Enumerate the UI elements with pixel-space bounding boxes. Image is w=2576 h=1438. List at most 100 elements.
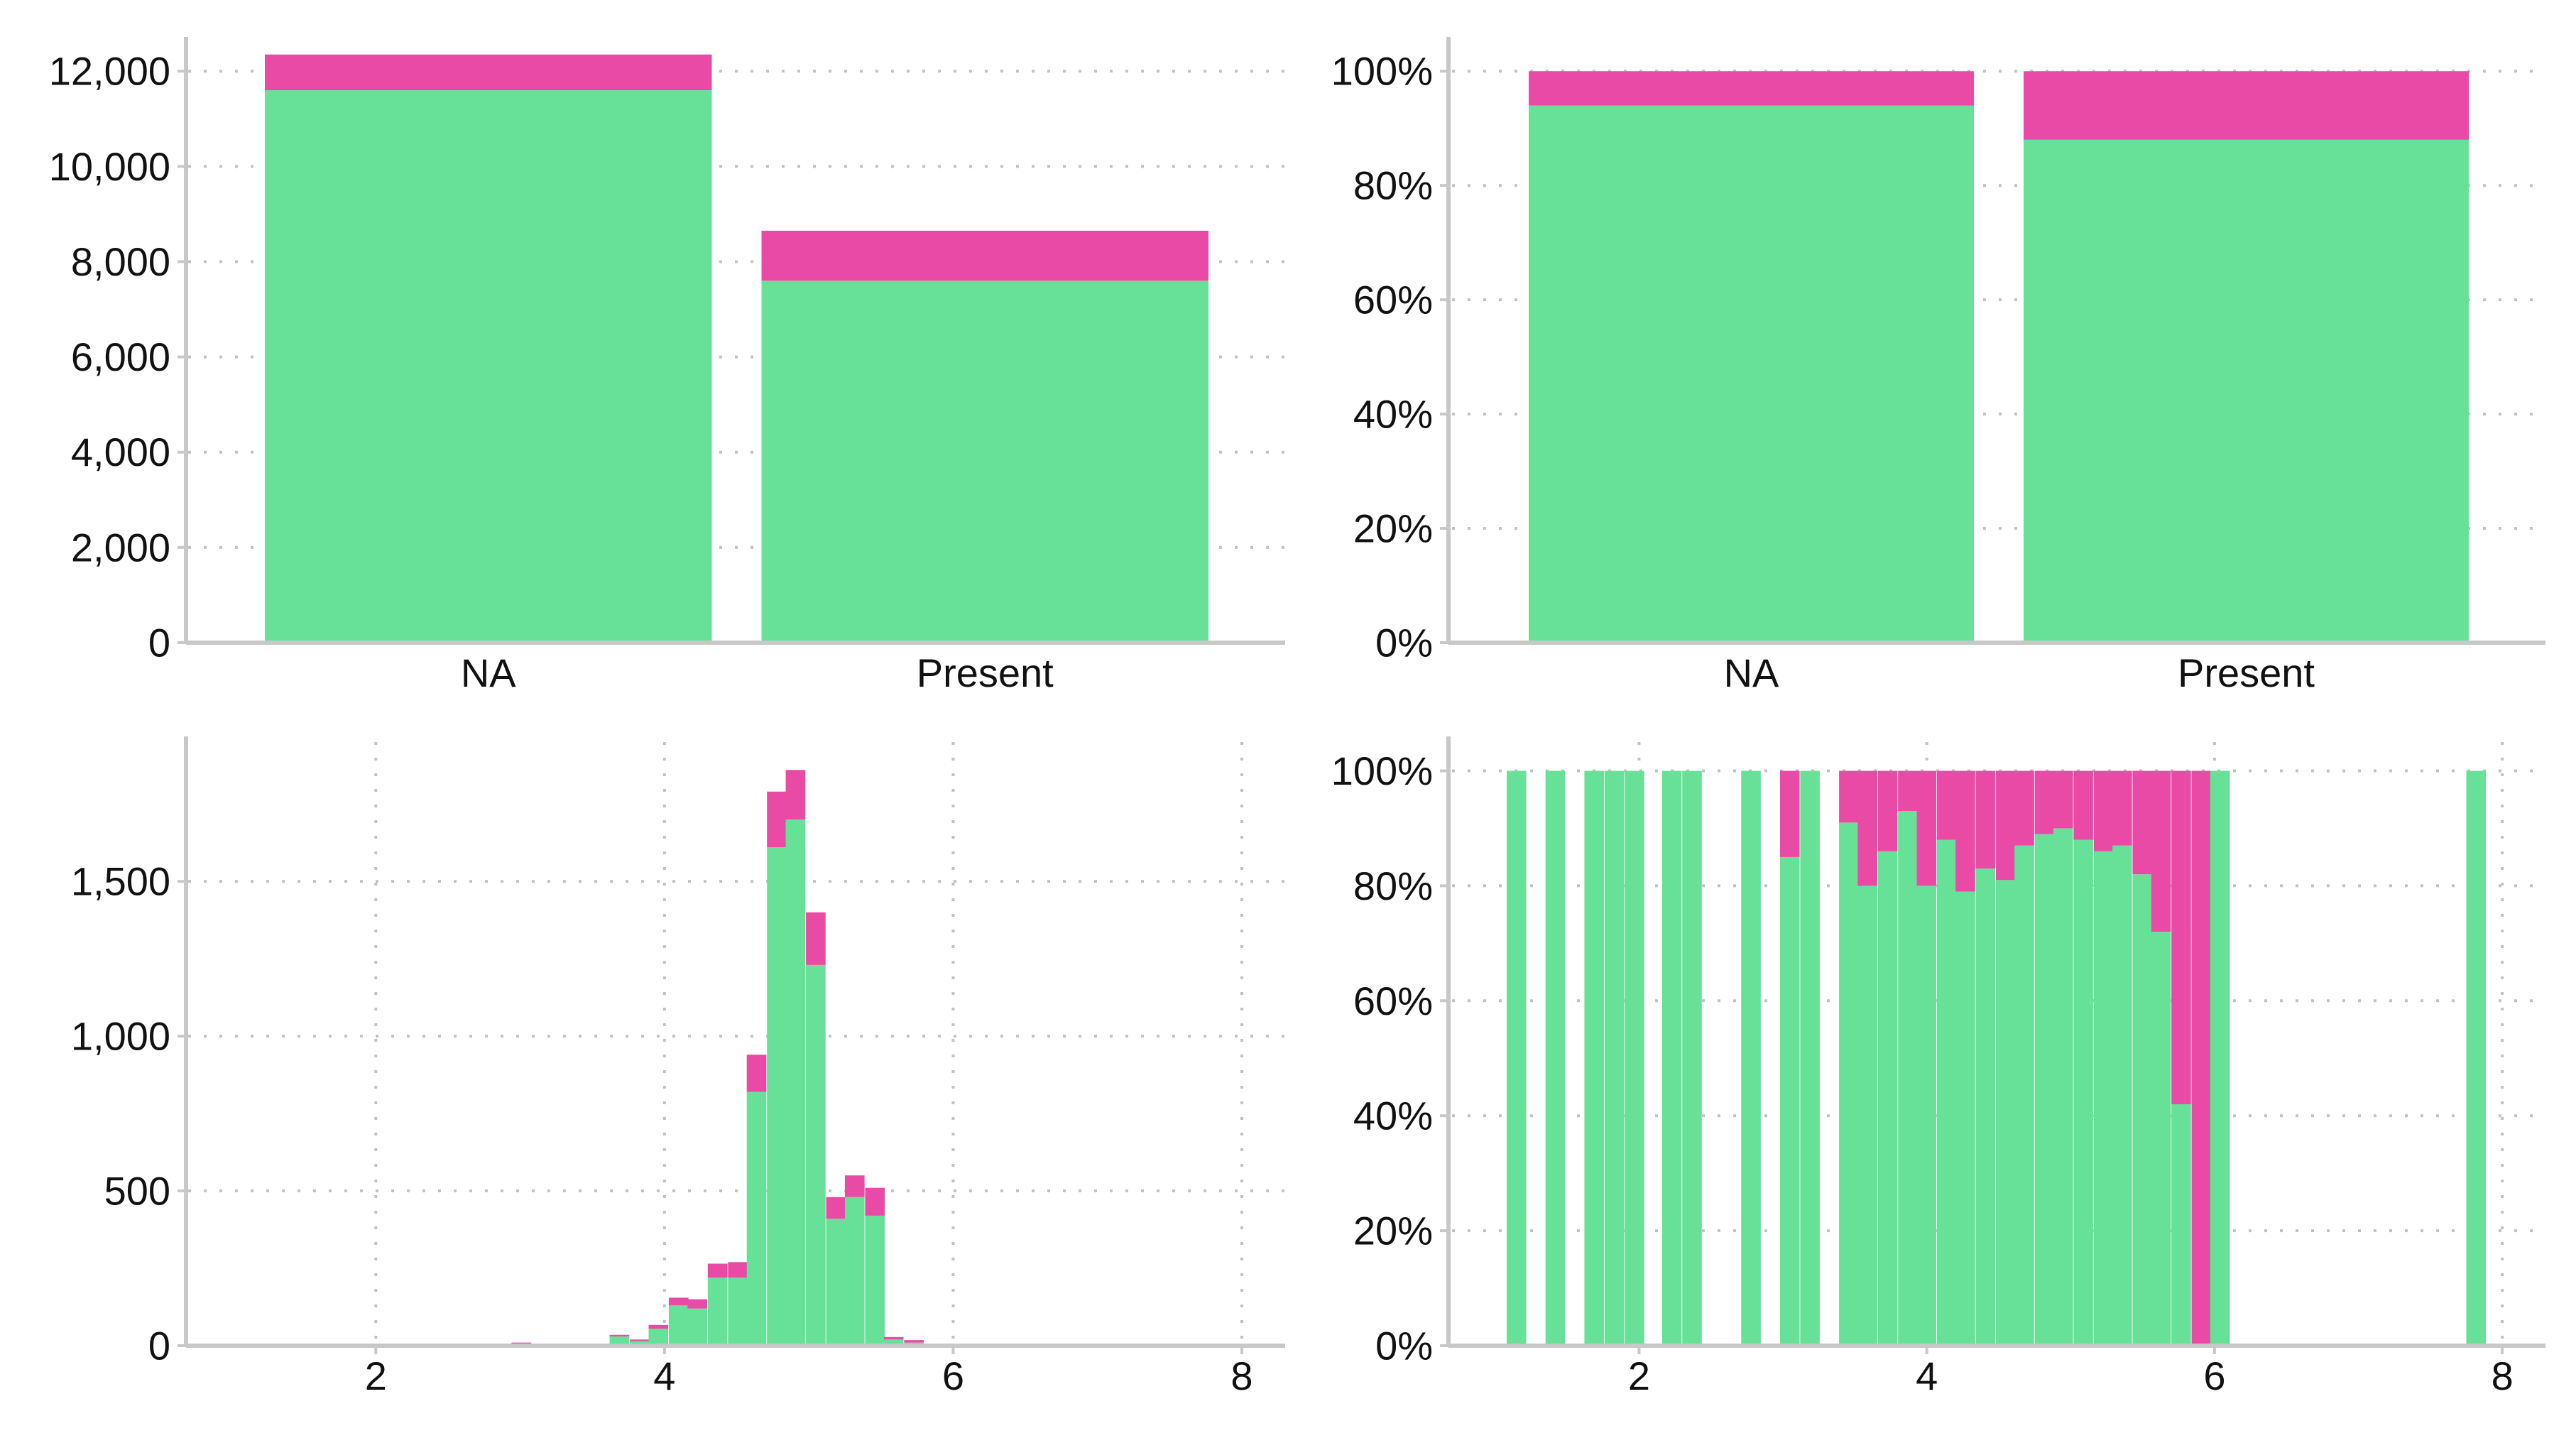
hist-bar-series-1 [1936, 839, 1957, 1346]
y-tick-label: 8,000 [71, 239, 170, 284]
x-tick-label: 4 [1916, 1353, 1938, 1398]
hist-bar-series-2 [1936, 770, 1957, 840]
bar-present-series-2 [761, 230, 1208, 281]
hist-bar-series-1 [2132, 874, 2153, 1346]
hist-bar-series-1 [767, 847, 787, 1346]
hist-bar-series-2 [728, 1262, 748, 1278]
hist-bar-series-1 [707, 1278, 728, 1346]
hist-bar-series-1 [609, 1336, 630, 1346]
tick-labels: 0 2,000 4,000 6,000 8,000 10,000 12,000 NA Prese… [49, 49, 1054, 695]
y-tick-label: 0% [1375, 1324, 1433, 1368]
hist-bar-series-1 [630, 1341, 650, 1346]
bars [1529, 71, 2469, 643]
hist-bar-series-1 [746, 1091, 767, 1346]
hist-bar-series-1 [1877, 851, 1898, 1346]
hist-bar-series-2 [2132, 770, 2153, 875]
axes [1440, 736, 2545, 1354]
y-tick-label: 500 [104, 1169, 170, 1214]
bar-present-series-1 [761, 280, 1208, 643]
bar-na-series-2 [1529, 71, 1974, 106]
hist-bar-series-1 [1780, 856, 1800, 1346]
hist-bar-series-2 [1839, 770, 1859, 823]
hist-bar-series-1 [1800, 770, 1820, 1346]
grid-lines [1452, 70, 2545, 530]
x-tick-label: 4 [653, 1353, 675, 1398]
hist-bar-series-1 [1604, 770, 1625, 1346]
y-tick-label: 60% [1353, 979, 1433, 1023]
y-tick-label: 60% [1353, 278, 1433, 322]
hist-bar-series-1 [2171, 1104, 2191, 1346]
bars [511, 770, 924, 1346]
hist-bar-series-1 [806, 964, 826, 1346]
x-tick-label: 8 [1230, 1353, 1252, 1398]
hist-bar-series-1 [1955, 891, 1975, 1346]
y-tick-label: 20% [1353, 506, 1433, 551]
hist-bar-series-1 [1682, 770, 1702, 1346]
x-tick-label: 6 [942, 1353, 964, 1398]
hist-bar-series-1 [826, 1219, 846, 1346]
y-tick-label: 2,000 [71, 525, 170, 570]
hist-bar-series-1 [883, 1339, 904, 1346]
hist-bar-series-1 [2466, 770, 2487, 1346]
y-tick-label: 80% [1353, 163, 1433, 208]
hist-bar-series-1 [1898, 811, 1918, 1346]
hist-bar-series-1 [2073, 839, 2093, 1346]
hist-bar-series-1 [1545, 770, 1566, 1346]
hist-bar-series-1 [728, 1278, 748, 1346]
hist-bar-series-2 [1975, 770, 1996, 869]
x-tick-label: 8 [2492, 1353, 2514, 1398]
hist-bar-series-1 [2210, 770, 2230, 1346]
hist-bar-series-2 [1857, 770, 1877, 886]
bar-na-series-2 [265, 54, 712, 91]
hist-bar-series-1 [1916, 886, 1937, 1346]
x-tick-label: 2 [1628, 1353, 1650, 1398]
hist-bar-series-2 [648, 1324, 669, 1329]
hist-bar-series-1 [1741, 770, 1761, 1346]
hist-bar-series-2 [2093, 770, 2114, 851]
hist-bar-series-1 [785, 819, 806, 1346]
x-tick-label: NA [461, 650, 516, 695]
bars [1507, 770, 2487, 1346]
hist-bar-series-1 [2034, 834, 2055, 1346]
hist-bar-series-2 [883, 1336, 904, 1340]
hist-bar-series-2 [1995, 770, 2016, 881]
x-tick-label: 6 [2203, 1353, 2225, 1398]
tick-labels: 0% 20% 40% 60% 80% 100% 2 4 6 8 [1331, 748, 2514, 1398]
hist-bar-series-1 [1995, 880, 2016, 1346]
hist-bar-series-2 [1955, 770, 1975, 892]
hist-bar-series-1 [1975, 868, 1996, 1346]
hist-bar-series-2 [865, 1187, 885, 1216]
y-tick-label: 100% [1331, 748, 1433, 793]
hist-bar-series-1 [2093, 851, 2114, 1346]
hist-bar-series-2 [511, 1342, 532, 1344]
y-tick-label: 40% [1353, 392, 1433, 437]
y-tick-label: 1,500 [71, 859, 170, 904]
hist-bar-series-1 [687, 1308, 708, 1346]
y-tick-label: 4,000 [71, 430, 170, 474]
hist-bar-series-1 [1584, 770, 1604, 1346]
hist-bar-series-1 [1857, 886, 1877, 1346]
hist-bar-series-1 [1661, 770, 1682, 1346]
hist-bar-series-2 [2034, 770, 2055, 834]
tick-labels: 0 500 1,000 1,500 2 4 6 8 [71, 859, 1253, 1398]
y-tick-label: 0% [1375, 621, 1433, 665]
axes [178, 736, 1285, 1354]
hist-bar-series-1 [1507, 770, 1527, 1346]
hist-bar-series-1 [1625, 770, 1644, 1346]
y-tick-label: 6,000 [71, 334, 170, 379]
bar-present-series-2 [2024, 71, 2469, 140]
hist-bar-series-2 [785, 770, 806, 819]
hist-bar-series-1 [648, 1329, 669, 1346]
hist-bar-series-2 [2191, 770, 2212, 1346]
hist-bar-series-2 [767, 791, 787, 848]
hist-bar-series-2 [2171, 770, 2191, 1104]
x-tick-label: 2 [365, 1353, 387, 1398]
y-tick-label: 12,000 [49, 49, 170, 94]
x-tick-label: NA [1724, 650, 1779, 695]
hist-bar-series-2 [844, 1175, 865, 1197]
hist-bar-series-2 [2112, 770, 2132, 846]
panel-top-left: 0 2,000 4,000 6,000 8,000 10,000 12,000 NA Prese… [49, 37, 1285, 695]
x-tick-label: Present [2178, 650, 2315, 695]
hist-bar-series-2 [806, 912, 826, 965]
hist-bar-series-2 [904, 1340, 924, 1343]
